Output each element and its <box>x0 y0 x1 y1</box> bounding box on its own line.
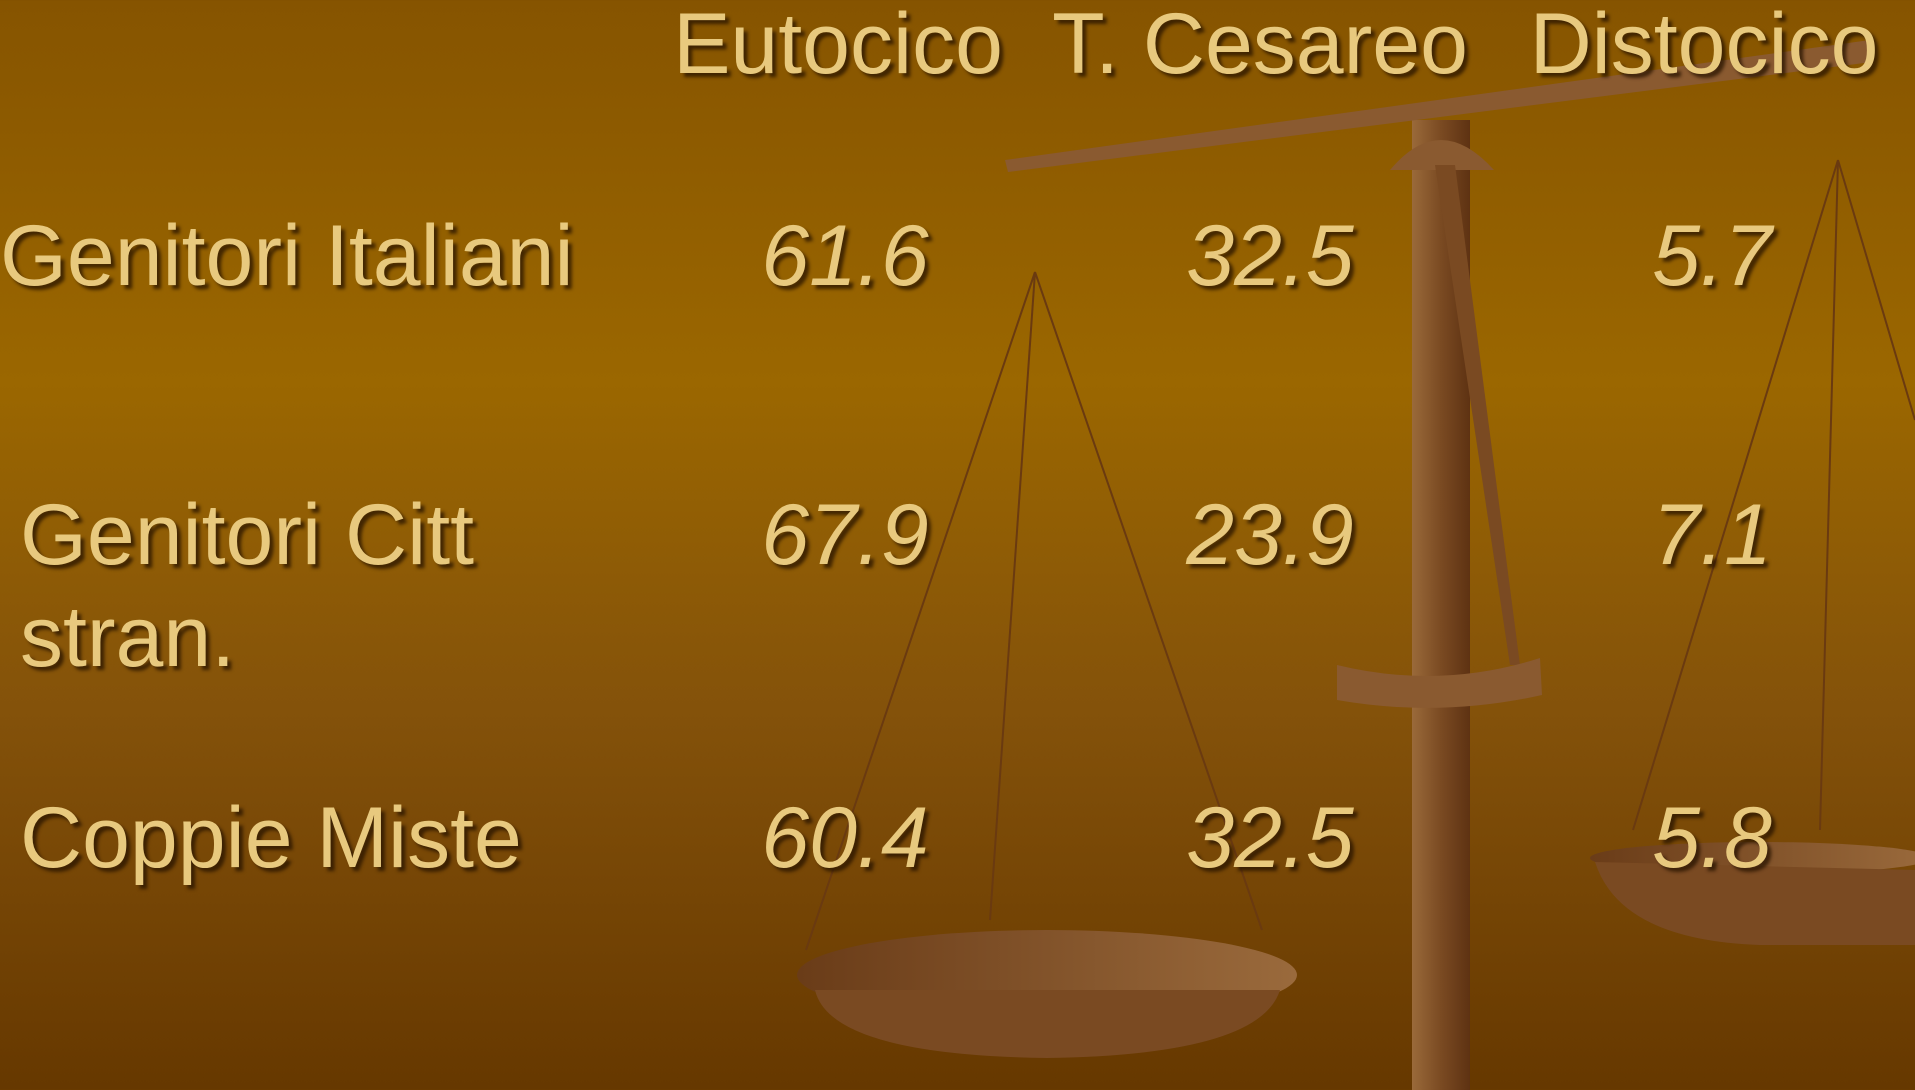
pan-strings <box>805 159 1915 951</box>
cell-value: 61.6 <box>761 208 929 304</box>
column-header: Eutocico <box>673 0 1003 92</box>
right-pan-bowl <box>1595 862 1915 945</box>
beam <box>1005 40 1872 172</box>
cell-value: 60.4 <box>761 790 929 886</box>
column-header: Distocico <box>1529 0 1879 92</box>
cell-value: 5.8 <box>1652 790 1772 886</box>
pointer <box>1435 165 1520 665</box>
left-pan-bowl <box>815 990 1280 1058</box>
cell-value: 32.5 <box>1186 208 1354 304</box>
cell-value: 5.7 <box>1652 208 1772 304</box>
column-header: T. Cesareo <box>1052 0 1468 92</box>
cell-value: 32.5 <box>1186 790 1354 886</box>
pivot <box>1390 140 1494 170</box>
row-label: Genitori Citt stran. <box>20 487 475 685</box>
row-label: Coppie Miste <box>20 790 522 886</box>
cell-value: 67.9 <box>761 487 929 583</box>
row-label: Genitori Italiani <box>0 208 574 304</box>
base-arm <box>1337 658 1542 708</box>
cell-value: 23.9 <box>1186 487 1354 583</box>
cell-value: 7.1 <box>1652 487 1772 583</box>
